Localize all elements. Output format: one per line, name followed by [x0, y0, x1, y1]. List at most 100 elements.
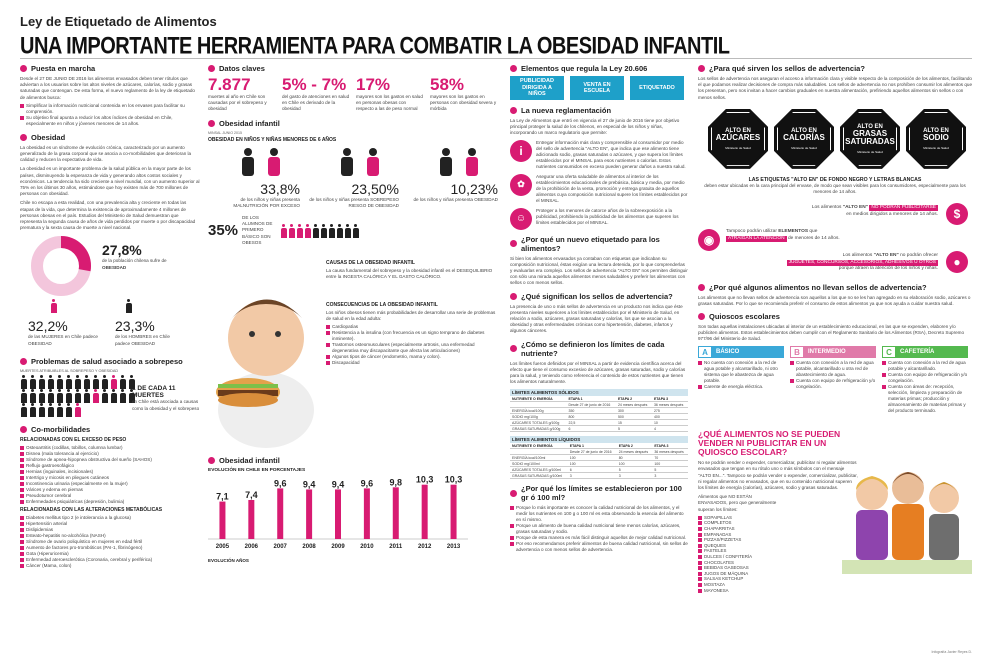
table-row: AZÚCARES TOTALES g/100ml 6 5 5	[510, 466, 688, 474]
chart-data-label: 9,6	[361, 478, 374, 488]
person-icon	[38, 389, 45, 404]
table-cell: 100	[616, 460, 653, 468]
chart-bar	[219, 501, 226, 540]
seal-footer: Ministerio de Salud	[791, 145, 817, 150]
comorb-item: Diabetes mellitus tipo 2 (e intolerancia…	[20, 515, 200, 521]
credit: Infografía Javier Reyes D.	[931, 650, 972, 654]
table-cell: ENERGÍA kcal/100g	[510, 407, 567, 415]
rule-tag: NO PODRÁN PUBLICITARSE	[869, 205, 938, 212]
consequence-item: Cardiopatías	[326, 324, 496, 330]
key-data-text: mayores son los gastos en personas con o…	[430, 94, 497, 112]
chart-bar	[335, 489, 341, 540]
limit-reason-item: Por eso recomendamos preferir alimentos …	[510, 541, 688, 553]
seal-nutrient: AZÚCARES	[715, 133, 761, 143]
key-data-number: 17%	[356, 75, 391, 94]
nueva-item: ✿ Asegurar una oferta saludable de alime…	[510, 173, 688, 205]
comorb-h1: RELACIONADAS CON EL EXCESO DE PESO	[20, 437, 127, 444]
target-icon: ◉	[698, 229, 720, 252]
school-pictogram	[280, 223, 360, 238]
consequences-desc: Los niños obesos tienen más probabilidad…	[326, 310, 496, 322]
student-icon	[296, 223, 303, 238]
chart-data-label: 10,3	[416, 475, 434, 485]
section-title-nueva: La nueva reglamentación	[510, 106, 688, 115]
column-4: ¿Para qué sirven los sellos de advertenc…	[698, 64, 972, 610]
regulation-badge: VENTA EN ESCUELA	[570, 76, 624, 100]
paraque-text: Los sellos de advertencia nos aseguran e…	[698, 76, 972, 100]
section-dot-icon	[208, 119, 215, 127]
section-dot-icon	[20, 65, 27, 72]
student-icon	[304, 223, 311, 238]
kiosk-type-letter: C	[882, 346, 896, 359]
men-label: de los HOMBRES en Chile padece OBESIDAD	[115, 334, 170, 346]
consequence-item: Resistencia a la insulina (con frecuenci…	[326, 330, 496, 342]
table-cell: GRASAS SATURADAS g/100g	[510, 425, 567, 433]
table-cell: 300	[615, 407, 652, 415]
etiquetas-title: LAS ETIQUETAS "ALTO EN" DE FONDO NEGRO Y…	[748, 176, 922, 183]
key-data-number: 7.877	[208, 75, 251, 94]
consequence-item: Algunos tipos de cáncer (endometrio, mam…	[326, 354, 496, 360]
seal-nutrient: GRASAS SATURADAS	[845, 128, 895, 147]
table-subheader: 24 meses después	[615, 401, 652, 409]
kiosk-type-item: Cuenta con equipo de refrigeración y/o c…	[790, 378, 876, 390]
boy-eating-burger-illustration	[216, 299, 314, 449]
obesidad-p3: Chile no escapa a esta realidad, con una…	[20, 200, 196, 231]
table-cell: 3	[616, 472, 653, 480]
rule-tag: JUGUETES, CONCURSOS, ACCESORIOS, ADHESIV…	[786, 259, 938, 266]
table-cell: 100	[567, 460, 617, 468]
nueva-item: ☺ Proteger a los menores de catorce años…	[510, 207, 688, 230]
key-data-text: del gasto de atenciones en salud en Chil…	[282, 94, 350, 112]
table-header: ETAPA 3	[651, 396, 688, 403]
person-icon	[83, 389, 90, 404]
comorb-h2: RELACIONADAS CON LAS ALTERACIONES METABÓ…	[20, 507, 163, 514]
comorb-item: Hernias (inguinales, incisionales)	[20, 469, 200, 475]
kiosk-food-item: BEBIDAS GASEOSAS	[698, 565, 858, 571]
table-cell: 3	[567, 472, 617, 480]
person-icon	[110, 375, 117, 390]
solid-limits-table: LÍMITES ALIMENTOS SÓLIDOS NUTRIENTE O EN…	[510, 389, 688, 433]
section-dot-icon	[510, 292, 517, 300]
kiosk-food-item: SOPAIPILLAS	[698, 515, 858, 521]
significan-text: La presencia de uno o más sellos de adve…	[510, 303, 683, 334]
kiosk-type-name: INTERMEDIO	[808, 349, 846, 356]
kicker: Ley de Etiquetado de Alimentos	[20, 14, 217, 29]
total-label: de la población chilena sufre de	[102, 258, 167, 264]
table-header: NUTRIENTE O ENERGÍA	[510, 396, 567, 403]
man-icon	[125, 299, 132, 314]
column-3: Elementos que regula la Ley 20.606 PUBLI…	[510, 64, 688, 553]
seal-footer: Ministerio de Salud	[923, 145, 949, 150]
section-title-comorb: Co-morbilidades	[20, 425, 200, 434]
chart-tick-label: 2009	[331, 544, 345, 550]
child-obesity-item: 10,23% de los niños y niñas presenta OBES…	[406, 147, 498, 209]
person-icon	[101, 389, 108, 404]
person-icon	[74, 403, 81, 418]
section-dot-icon	[20, 358, 27, 366]
problemas-caption: MUERTES ATRIBUIBLES AL SOBREPESO Y OBESI…	[20, 369, 119, 374]
kiosk-food-item: CHAPARRITAS	[698, 526, 858, 532]
deaths-pictogram: 1 DE CADA 11 MUERTES en Chile está asoci…	[20, 373, 200, 425]
header-rule	[20, 58, 972, 59]
comorb-item: Incontinencia urinaria (especialmente en…	[20, 481, 200, 487]
kiosk-food-item: QUEQUES	[698, 543, 858, 549]
section-title-definieron: ¿Cómo se definieron los límites de cada …	[510, 340, 688, 358]
person-icon	[29, 375, 36, 390]
section-title-significan: ¿Qué significan los sellos de advertenci…	[510, 292, 688, 301]
table-cell: 15	[615, 419, 652, 427]
etiquetas-note: LAS ETIQUETAS "ALTO EN" DE FONDO NEGRO Y…	[698, 177, 972, 195]
nueva-item: i Entregar información más clara y compr…	[510, 139, 688, 171]
table-row: ENERGÍA kcal/100g 350 300 275	[510, 407, 688, 415]
table-header: NUTRIENTE O ENERGÍA	[510, 443, 568, 450]
column-1: Puesta en marcha Desde el 27 DE JUNIO DE…	[20, 64, 200, 569]
person-icon	[47, 375, 54, 390]
table-cell: 10	[651, 419, 688, 427]
table-subheader: 36 meses después	[652, 448, 688, 456]
table-subheader	[510, 401, 567, 409]
kiosk-type-list: Cuenta con conexión a la red de agua pot…	[882, 360, 968, 414]
table-subheader-row: Desde 27 de junio de 2016 24 meses despué…	[510, 448, 688, 456]
table-subheader-row: Desde 27 de junio de 2016 24 meses despué…	[510, 401, 688, 409]
table-row: GRASAS SATURADAS g/100g 6 5 4	[510, 425, 688, 433]
section-title-porque: ¿Por qué un nuevo etiquetado para los al…	[510, 235, 688, 253]
kiosk-type-header: C CAFETERÍA	[882, 346, 968, 359]
section-title-chart: Obesidad infantil	[208, 456, 498, 465]
table-row: AZÚCARES TOTALES g/100g 22,5 15 10	[510, 419, 688, 427]
